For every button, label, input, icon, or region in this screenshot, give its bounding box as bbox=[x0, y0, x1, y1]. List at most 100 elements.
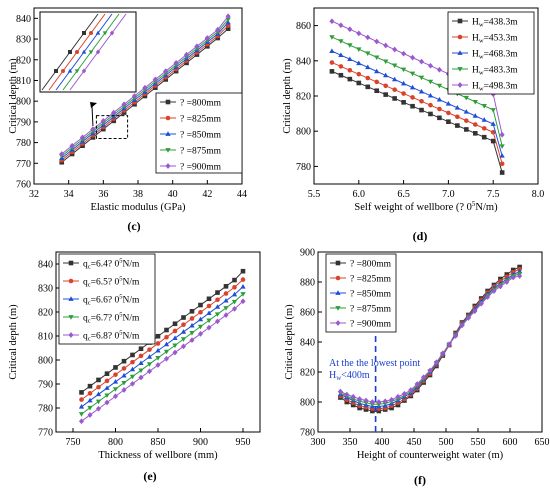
legend-marker bbox=[457, 50, 463, 55]
data-point bbox=[481, 126, 487, 131]
data-point bbox=[329, 35, 335, 40]
data-point bbox=[198, 309, 203, 315]
legend-marker bbox=[165, 99, 171, 105]
x-tick-label: 450 bbox=[407, 437, 422, 448]
data-point bbox=[79, 397, 84, 402]
x-tick-label: 5.5 bbox=[308, 189, 321, 200]
y-tick-label: 780 bbox=[16, 138, 31, 149]
legend-label: Hw=468.3m bbox=[472, 50, 518, 61]
y-tick-label: 840 bbox=[38, 260, 53, 271]
data-point bbox=[418, 75, 425, 81]
data-point bbox=[78, 412, 85, 417]
legend-label: qc=6.5? 05N/m bbox=[83, 276, 140, 289]
data-point bbox=[374, 68, 380, 74]
legend-label: qc=6.8? 05N/m bbox=[83, 330, 140, 343]
data-point bbox=[100, 117, 106, 124]
inset-point bbox=[88, 50, 94, 55]
data-point bbox=[112, 379, 119, 384]
x-axis-label: Thickness of wellbore (mm) bbox=[98, 450, 218, 461]
data-point bbox=[464, 127, 469, 132]
chart-panel: 5.5 6.0 6.5 7.0 7.5 8.0 780 800 820 840 860 Self we… bbox=[282, 7, 544, 243]
legend-label: ? =900mm bbox=[350, 320, 392, 330]
data-point bbox=[163, 349, 170, 355]
data-point bbox=[459, 322, 465, 329]
data-point bbox=[194, 43, 200, 50]
y-tick-label: 840 bbox=[300, 338, 315, 349]
data-point bbox=[180, 337, 187, 342]
data-point bbox=[172, 328, 178, 334]
data-point bbox=[164, 327, 169, 333]
data-point bbox=[172, 349, 178, 356]
data-point bbox=[240, 277, 246, 282]
data-point bbox=[240, 268, 246, 274]
data-point bbox=[138, 368, 144, 374]
data-point bbox=[129, 374, 136, 380]
x-tick-label: 38 bbox=[133, 189, 143, 200]
data-point bbox=[104, 399, 110, 406]
data-point bbox=[104, 393, 110, 399]
legend-marker bbox=[68, 315, 74, 320]
data-point bbox=[231, 299, 238, 305]
data-point bbox=[329, 69, 335, 74]
x-tick-label: 34 bbox=[64, 189, 74, 200]
legend-marker bbox=[68, 332, 74, 338]
data-point bbox=[79, 390, 84, 395]
legend-label: ? =800mm bbox=[180, 99, 222, 109]
data-point bbox=[129, 380, 136, 387]
data-point bbox=[497, 283, 503, 290]
data-point bbox=[104, 385, 110, 390]
data-point bbox=[408, 387, 414, 393]
legend-marker bbox=[165, 115, 171, 121]
x-tick-label: 750 bbox=[66, 437, 81, 448]
x-tick-label: 850 bbox=[151, 437, 166, 448]
x-tick-label: 800 bbox=[108, 437, 123, 448]
data-point bbox=[146, 362, 153, 367]
data-point bbox=[130, 359, 135, 365]
y-axis-label: Critical depth (m) bbox=[282, 58, 293, 134]
data-point bbox=[87, 383, 93, 389]
legend-marker bbox=[165, 131, 171, 136]
data-point bbox=[382, 398, 388, 405]
y-tick-label: 840 bbox=[16, 14, 31, 25]
data-point bbox=[499, 153, 505, 158]
data-point bbox=[427, 367, 433, 374]
data-point bbox=[376, 399, 382, 405]
data-point bbox=[455, 123, 460, 128]
legend-label: ? =900mm bbox=[180, 163, 222, 173]
legend-marker bbox=[68, 278, 74, 284]
y-tick-label: 860 bbox=[296, 21, 311, 32]
data-point bbox=[78, 418, 85, 425]
y-tick-label: 780 bbox=[296, 162, 311, 173]
data-point bbox=[499, 170, 505, 175]
inset-point bbox=[61, 69, 65, 73]
data-point bbox=[215, 26, 221, 33]
data-point bbox=[111, 109, 117, 116]
data-point bbox=[383, 42, 389, 49]
data-point bbox=[121, 358, 127, 364]
data-point bbox=[383, 92, 388, 97]
data-point bbox=[113, 365, 118, 370]
data-point bbox=[499, 161, 505, 167]
data-point bbox=[363, 397, 369, 404]
legend-marker bbox=[457, 67, 463, 72]
data-point bbox=[129, 366, 136, 372]
data-point bbox=[421, 374, 427, 381]
data-point bbox=[510, 274, 516, 281]
legend-marker bbox=[165, 148, 171, 153]
data-point bbox=[338, 39, 344, 44]
data-point bbox=[121, 380, 127, 386]
data-point bbox=[121, 372, 127, 378]
data-point bbox=[374, 55, 380, 61]
data-point bbox=[392, 46, 398, 53]
y-tick-label: 820 bbox=[38, 308, 53, 319]
y-tick-label: 790 bbox=[16, 117, 31, 128]
y-tick-label: 770 bbox=[16, 159, 31, 170]
annotation-text: At the the lowest point bbox=[329, 358, 420, 369]
data-point bbox=[172, 335, 178, 340]
data-point bbox=[356, 71, 362, 77]
data-point bbox=[344, 391, 350, 398]
data-point bbox=[365, 75, 371, 81]
x-tick-label: 350 bbox=[343, 437, 358, 448]
data-point bbox=[80, 134, 86, 141]
chart-panel: 750 800 850 900 950 770 780 790 800 810 820 830 840 T… bbox=[8, 251, 261, 483]
